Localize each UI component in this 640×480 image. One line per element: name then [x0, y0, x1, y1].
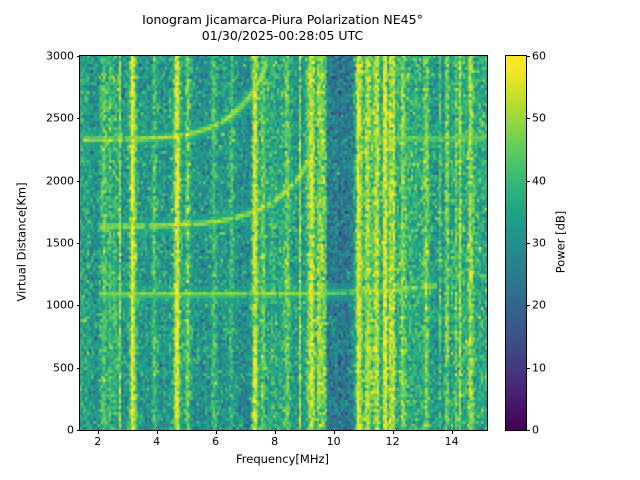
x-tick-mark [215, 430, 217, 434]
ionogram-heatmap [80, 56, 487, 430]
y-tick-mark [76, 430, 80, 431]
x-tick-label: 4 [153, 435, 161, 448]
colorbar-tick-label: 0 [532, 423, 539, 437]
ionogram-plot-area: 0 500 1000 1500 2000 2500 3000 2 4 6 8 10 12 14 [46, 50, 488, 448]
x-axis-label: Frequency[MHz] [236, 452, 329, 466]
colorbar-tick-mark [526, 305, 530, 307]
x-tick-label: 14 [444, 435, 459, 448]
x-tick-mark [97, 430, 99, 434]
x-tick-mark [392, 430, 394, 434]
y-tick-mark [76, 367, 80, 369]
y-tick-mark [76, 56, 80, 57]
x-tick-mark [451, 430, 453, 434]
figure-title: Ionogram Jicamarca-Piura Polarization NE… [142, 12, 423, 43]
colorbar-tick-label: 30 [532, 236, 546, 250]
y-tick-label: 2500 [46, 111, 74, 125]
x-tick-label: 12 [385, 435, 400, 448]
y-tick-mark [76, 118, 80, 120]
y-tick-label: 1500 [46, 236, 74, 250]
colorbar-tick-mark [526, 118, 530, 120]
colorbar-tick-mark [526, 367, 530, 369]
colorbar-tick-mark [526, 243, 530, 244]
y-tick-mark [76, 180, 80, 182]
y-tick-mark [76, 305, 80, 307]
colorbar-label: Power [dB] [552, 55, 568, 429]
colorbar-tick-mark [526, 430, 530, 431]
colorbar-gradient [506, 56, 526, 430]
y-tick-label: 2000 [46, 174, 74, 188]
y-tick-label: 1000 [46, 298, 74, 312]
x-tick-label: 8 [271, 435, 279, 448]
x-tick-mark [156, 430, 158, 434]
y-axis-label: Virtual Distance[Km] [14, 55, 30, 429]
colorbar-tick-label: 10 [532, 361, 546, 375]
colorbar-label-text: Power [dB] [553, 210, 567, 274]
x-tick-label: 6 [212, 435, 220, 448]
x-tick-label: 2 [94, 435, 102, 448]
y-tick-label: 3000 [46, 49, 74, 63]
x-tick-mark [274, 430, 276, 434]
colorbar-tick-label: 20 [532, 298, 546, 312]
colorbar-tick-label: 50 [532, 111, 546, 125]
colorbar-tick-mark [526, 180, 530, 182]
y-axis-label-text: Virtual Distance[Km] [15, 182, 30, 302]
x-tick-mark [333, 430, 335, 434]
colorbar-tick-label: 60 [532, 49, 546, 63]
y-tick-label: 500 [53, 361, 74, 375]
y-tick-mark [76, 243, 80, 244]
x-tick-label: 10 [326, 435, 341, 448]
colorbar-tick-mark [526, 56, 530, 57]
power-colorbar: 0 10 20 30 40 50 60 [505, 50, 546, 437]
y-tick-label: 0 [67, 423, 74, 437]
colorbar-tick-label: 40 [532, 174, 546, 188]
